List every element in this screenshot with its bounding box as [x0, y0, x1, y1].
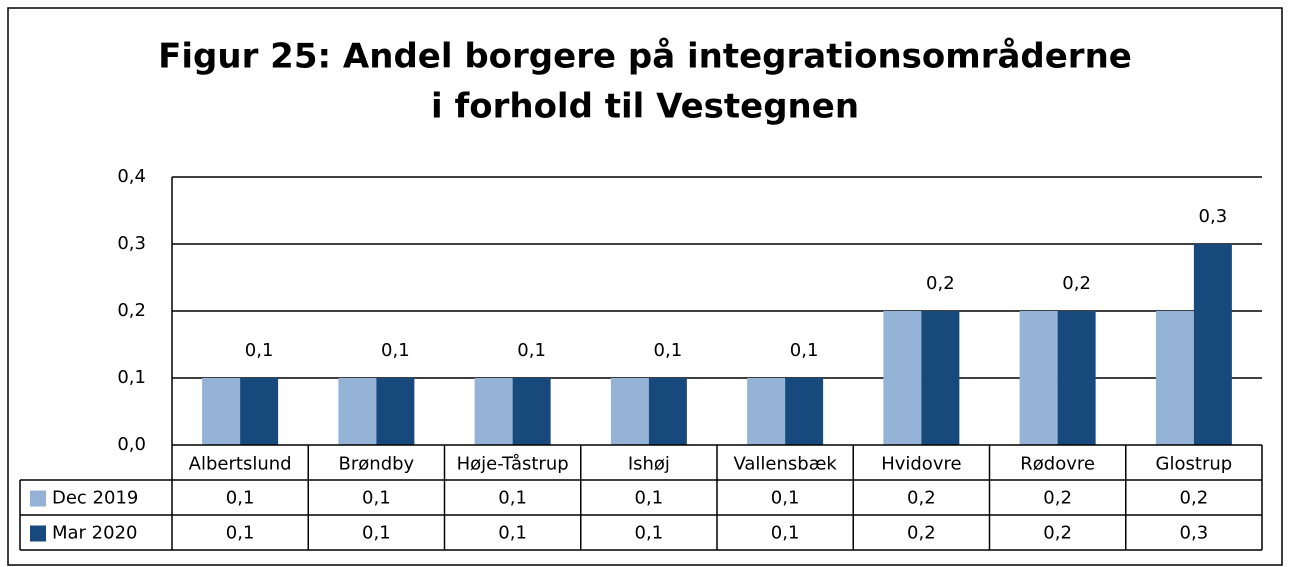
table-cell: 0,1 — [498, 523, 527, 544]
data-label: 0,2 — [1062, 273, 1091, 294]
data-label: 0,1 — [654, 340, 683, 361]
bar — [921, 311, 960, 445]
x-tick-label: Ishøj — [628, 454, 670, 475]
legend-label: Mar 2020 — [52, 523, 138, 544]
y-tick-label: 0,3 — [117, 233, 146, 254]
table-cell: 0,1 — [635, 488, 664, 509]
data-label: 0,3 — [1199, 206, 1228, 227]
table-cell: 0,1 — [635, 523, 664, 544]
data-label: 0,1 — [790, 340, 819, 361]
table-cell: 0,1 — [771, 488, 800, 509]
x-tick-label: Rødovre — [1020, 454, 1095, 475]
table-cell: 0,1 — [498, 488, 527, 509]
bar — [1155, 311, 1194, 445]
data-label: 0,2 — [926, 273, 955, 294]
bar — [202, 378, 241, 445]
chart-title: Figur 25: Andel borgere på integrationso… — [158, 37, 1132, 77]
y-tick-label: 0,2 — [117, 300, 146, 321]
data-label: 0,1 — [381, 340, 410, 361]
table-cell: 0,1 — [362, 523, 391, 544]
table-cell: 0,1 — [226, 523, 255, 544]
legend-key — [30, 525, 46, 542]
y-tick-label: 0,4 — [117, 166, 146, 187]
bar — [474, 378, 513, 445]
table-cell: 0,2 — [1043, 488, 1072, 509]
x-tick-label: Albertslund — [189, 454, 292, 475]
bar — [240, 378, 279, 445]
bar — [883, 311, 922, 445]
y-tick-label: 0,1 — [117, 367, 146, 388]
table-cell: 0,1 — [771, 523, 800, 544]
table-cell: 0,2 — [1180, 488, 1209, 509]
table-cell: 0,1 — [226, 488, 255, 509]
legend-key — [30, 490, 46, 507]
table-cell: 0,2 — [907, 523, 936, 544]
chart-frame — [7, 7, 1283, 566]
legend-label: Dec 2019 — [52, 488, 138, 509]
bar — [1019, 311, 1058, 445]
table-cell: 0,1 — [362, 488, 391, 509]
x-tick-label: Høje-Tåstrup — [457, 454, 569, 475]
x-tick-label: Hvidovre — [881, 454, 961, 475]
bar — [376, 378, 415, 445]
y-tick-label: 0,0 — [117, 434, 146, 455]
bar — [512, 378, 551, 445]
bar — [1057, 311, 1096, 445]
bar — [1193, 244, 1232, 445]
x-tick-label: Glostrup — [1156, 454, 1233, 475]
chart-title: i forhold til Vestegnen — [431, 87, 859, 127]
bar — [747, 378, 786, 445]
bar — [338, 378, 377, 445]
bar — [610, 378, 649, 445]
x-tick-label: Vallensbæk — [733, 454, 837, 475]
bar — [785, 378, 824, 445]
table-cell: 0,2 — [1043, 523, 1072, 544]
data-label: 0,1 — [245, 340, 274, 361]
bar — [648, 378, 687, 445]
data-label: 0,1 — [517, 340, 546, 361]
table-cell: 0,3 — [1180, 523, 1209, 544]
table-cell: 0,2 — [907, 488, 936, 509]
x-tick-label: Brøndby — [339, 454, 415, 475]
